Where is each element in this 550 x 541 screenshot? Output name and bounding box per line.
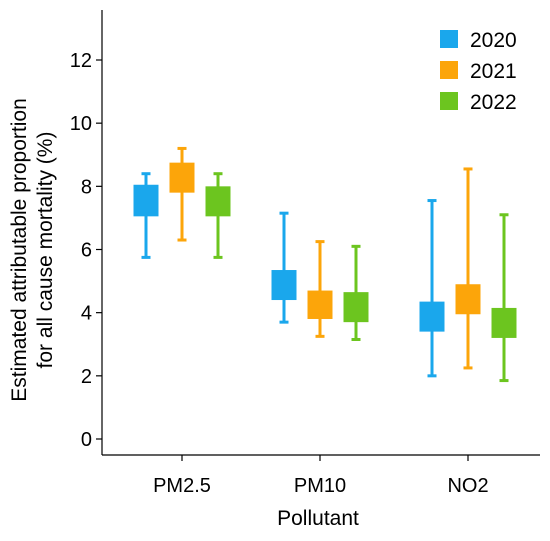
- legend-item-2022: 2022: [440, 91, 517, 114]
- box-PM2.5-2022: [205, 172, 231, 259]
- series-2022: [205, 172, 517, 383]
- y-tick: 8: [81, 176, 102, 198]
- legend-item-2020: 2020: [440, 29, 517, 52]
- y-tick: 10: [70, 113, 102, 135]
- y-axis-title: Estimated attributable proportion for al…: [8, 98, 57, 402]
- box-PM2.5-2020: [133, 172, 159, 259]
- y-tick: 2: [81, 366, 102, 388]
- x-ticks: PM2.5 PM10 NO2: [153, 455, 489, 497]
- box: [491, 307, 517, 338]
- box-PM2.5-2021: [169, 146, 195, 242]
- series-2020: [133, 172, 445, 378]
- legend-label: 2022: [470, 91, 517, 114]
- box: [343, 292, 369, 323]
- box: [419, 301, 445, 332]
- box-NO2-2021: [455, 167, 481, 370]
- y-tick-label: 0: [81, 429, 92, 451]
- box: [271, 270, 297, 301]
- box: [169, 162, 195, 193]
- legend-swatch: [440, 61, 458, 79]
- y-tick-label: 10: [70, 113, 92, 135]
- y-ticks: 0 2 4 6 8 10 12: [70, 50, 102, 451]
- y-tick: 12: [70, 50, 102, 72]
- x-tick-label: PM10: [294, 475, 346, 497]
- legend-swatch: [440, 92, 458, 110]
- y-tick-label: 8: [81, 176, 92, 198]
- y-tick-label: 12: [70, 50, 92, 72]
- x-axis-title: Pollutant: [277, 507, 359, 530]
- y-axis-title-line-2: for all cause mortality (%): [34, 132, 57, 369]
- x-tick: NO2: [447, 455, 489, 497]
- box: [205, 186, 231, 217]
- series-2021: [169, 146, 481, 370]
- x-tick: PM2.5: [153, 455, 211, 497]
- box-PM10-2022: [343, 244, 369, 342]
- box-NO2-2022: [491, 213, 517, 383]
- x-tick-label: NO2: [447, 475, 488, 497]
- legend-label: 2020: [470, 29, 517, 52]
- box: [133, 184, 159, 217]
- box: [455, 284, 481, 315]
- y-axis-title-line-1: Estimated attributable proportion: [8, 98, 31, 402]
- box: [307, 290, 333, 319]
- legend-label: 2021: [470, 60, 517, 83]
- box-series: [133, 146, 517, 383]
- box-PM10-2021: [307, 240, 333, 338]
- y-tick-label: 6: [81, 240, 92, 262]
- x-tick: PM10: [294, 455, 346, 497]
- box-PM10-2020: [271, 211, 297, 324]
- y-tick-label: 2: [81, 366, 92, 388]
- y-tick: 4: [81, 303, 102, 325]
- y-tick: 6: [81, 240, 102, 262]
- legend-item-2021: 2021: [440, 60, 517, 83]
- legend: 2020 2021 2022: [440, 29, 517, 114]
- x-tick-label: PM2.5: [153, 475, 211, 497]
- box-NO2-2020: [419, 199, 445, 378]
- y-tick: 0: [81, 429, 102, 451]
- axes: [101, 10, 540, 456]
- y-tick-label: 4: [81, 303, 92, 325]
- legend-swatch: [440, 30, 458, 48]
